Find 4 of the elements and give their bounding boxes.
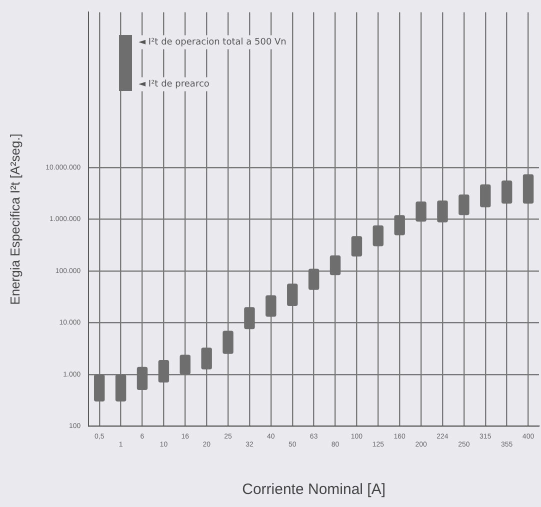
- annotation: ◄ I²t de operacion total a 500 Vn: [138, 38, 286, 48]
- annotation: ◄ I²t de prearco: [138, 80, 210, 90]
- x-axis-title: Corriente Nominal [A]: [242, 481, 386, 498]
- y-axis-title: Energia Especifica I²t [A²seg.]: [7, 134, 22, 305]
